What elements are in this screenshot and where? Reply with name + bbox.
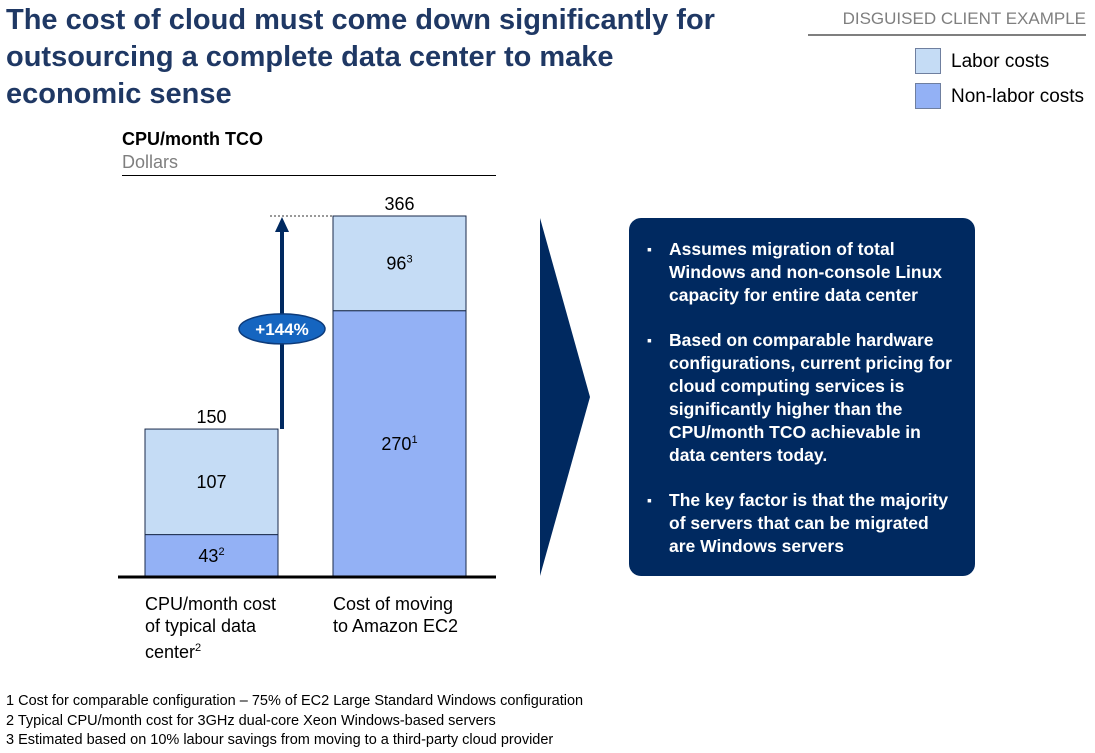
legend-label-labor: Labor costs [951, 51, 1050, 72]
bar-value-label: 432 [198, 546, 224, 566]
finding-text: Based on comparable hardware configurati… [669, 330, 952, 465]
bar-segment-labor [144, 428, 279, 536]
legend-swatch-labor [915, 48, 941, 74]
growth-badge [238, 313, 326, 345]
legend-item-labor: Labor costs [915, 48, 1095, 76]
finding-text: Assumes migration of total Windows and n… [669, 239, 943, 305]
legend-label-non-labor: Non-labor costs [951, 86, 1085, 107]
chart-unit-label: Dollars [122, 152, 179, 172]
finding-bullet: ▪ Assumes migration of total Windows and … [647, 238, 953, 307]
growth-badge-label: +144% [255, 320, 308, 339]
footnote: 3 Estimated based on 10% labour savings … [6, 732, 554, 748]
legend-item-non-labor: Non-labor costs [915, 83, 1095, 111]
finding-bullet: ▪ The key factor is that the majority of … [647, 489, 953, 558]
category-label-ec2: Cost of moving to Amazon EC2 [333, 593, 503, 637]
bar-total-label: 366 [384, 194, 414, 214]
footnote: 2 Typical CPU/month cost for 3GHz dual-c… [6, 712, 496, 729]
chart-title-rule [122, 175, 496, 176]
footnote: 1 Cost for comparable configuration – 75… [6, 693, 584, 709]
finding-text: The key factor is that the majority of s… [669, 490, 949, 556]
bar-value-label: 2701 [381, 434, 417, 454]
bar-value-label: 107 [196, 472, 226, 492]
growth-arrowhead-icon [275, 217, 289, 232]
category-label-typical-dc: CPU/month cost of typical data center2 [145, 593, 315, 663]
category-label-footnote: 2 [195, 642, 202, 654]
stacked-bar-chart: 432 107 150 2701 963 366 +144% [118, 194, 496, 579]
category-label-text: Cost of moving to Amazon EC2 [333, 594, 459, 636]
client-example-tag: DISGUISED CLIENT EXAMPLE [808, 8, 1086, 36]
chart-title: CPU/month TCO [122, 129, 263, 149]
legend-swatch-non-labor [915, 83, 941, 109]
chevron-arrow-icon [540, 218, 590, 576]
bar-value-label: 963 [386, 253, 412, 273]
bar-segment-labor [332, 215, 467, 312]
bullet-marker-icon: ▪ [647, 332, 652, 348]
page-title: The cost of cloud must come down signifi… [6, 4, 715, 110]
bullet-marker-icon: ▪ [647, 241, 652, 257]
footnotes: 1 Cost for comparable configuration – 75… [6, 692, 583, 751]
bar-total-label: 150 [196, 407, 226, 427]
finding-bullet: ▪ Based on comparable hardware configurat… [647, 329, 953, 467]
bar-segment-non-labor [332, 310, 467, 578]
bullet-marker-icon: ▪ [647, 492, 652, 508]
key-findings-panel: ▪ Assumes migration of total Windows and … [629, 218, 975, 576]
category-label-text: CPU/month cost of typical data center [145, 594, 277, 662]
